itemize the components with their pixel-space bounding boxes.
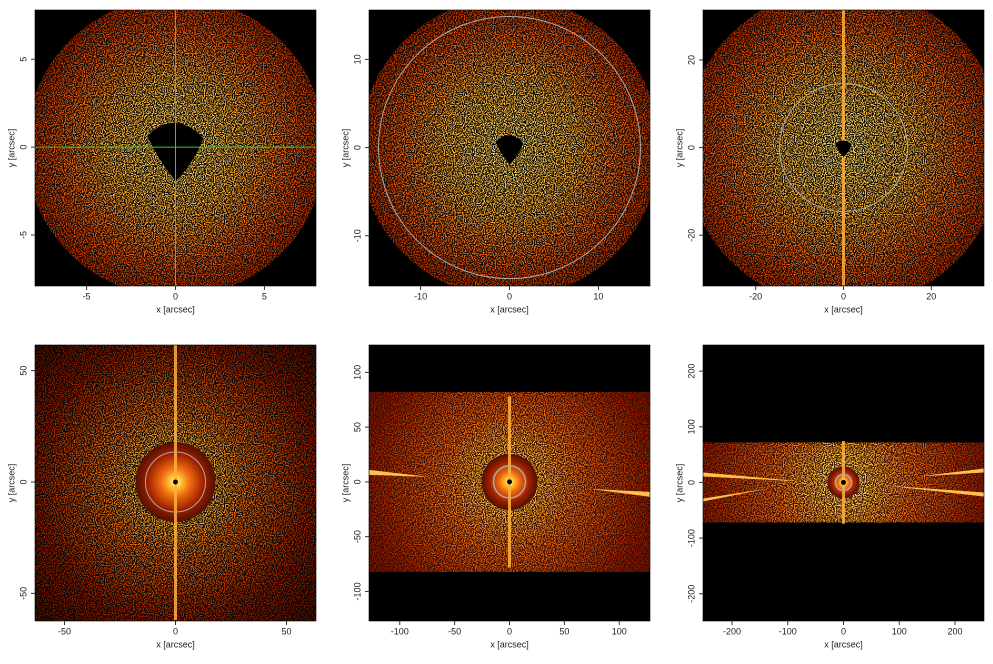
x-tick-label: 50 (559, 626, 569, 636)
x-tick-label: 100 (892, 626, 907, 636)
central-dot (173, 479, 178, 484)
y-tick-label: 100 (352, 365, 362, 380)
y-tick-label: -50 (352, 530, 362, 543)
y-tick-label: 0 (686, 480, 696, 485)
y-tick-label: 0 (18, 145, 28, 150)
mask-top (369, 345, 650, 392)
x-tick-label: -50 (448, 626, 461, 636)
y-tick-label: -200 (686, 585, 696, 603)
x-tick-label: 5 (262, 291, 267, 301)
y-tick-label: 20 (686, 55, 696, 65)
x-axis-label: x [arcsec] (490, 639, 529, 649)
y-tick-label: -20 (686, 229, 696, 242)
x-tick-label: 0 (841, 291, 846, 301)
image-panel: -20 0 20 -20 0 20 x [arcsec] y [arcsec] (674, 0, 993, 314)
y-axis-label: y [arcsec] (340, 464, 350, 503)
y-tick-label: 50 (18, 366, 28, 376)
y-tick-label: 0 (352, 479, 362, 484)
mask-top (703, 345, 984, 442)
x-tick-label: -200 (723, 626, 741, 636)
x-tick-label: -50 (58, 626, 71, 636)
y-axis-label: y [arcsec] (340, 129, 350, 168)
y-tick-label: -5 (18, 231, 28, 239)
y-tick-label: 0 (352, 145, 362, 150)
x-tick-label: 0 (841, 626, 846, 636)
x-tick-label: 200 (947, 626, 962, 636)
y-tick-label: 200 (686, 364, 696, 379)
y-tick-label: 100 (686, 419, 696, 434)
y-tick-label: -100 (686, 529, 696, 547)
central-dot (507, 479, 512, 484)
y-axis-label: y [arcsec] (674, 464, 684, 503)
x-tick-label: 0 (507, 291, 512, 301)
image (0, 282, 376, 659)
y-tick-label: 5 (18, 57, 28, 62)
x-tick-label: -100 (779, 626, 797, 636)
x-tick-label: -100 (391, 626, 409, 636)
x-tick-label: 10 (593, 291, 603, 301)
image-panel: -5 0 5 -5 0 5 x [arcsec] y [arcsec] (6, 0, 325, 314)
x-tick-label: 50 (281, 626, 291, 636)
x-axis-label: x [arcsec] (824, 304, 863, 314)
x-tick-label: -20 (749, 291, 762, 301)
x-axis-label: x [arcsec] (490, 304, 529, 314)
x-tick-label: -5 (83, 291, 91, 301)
y-axis-label: y [arcsec] (6, 464, 16, 503)
x-axis-label: x [arcsec] (824, 639, 863, 649)
y-tick-label: -50 (18, 587, 28, 600)
y-tick-label: 0 (686, 145, 696, 150)
y-tick-label: 50 (352, 422, 362, 432)
x-tick-label: 0 (173, 626, 178, 636)
y-axis-label: y [arcsec] (6, 129, 16, 168)
mask-bottom (369, 572, 650, 621)
x-tick-label: 0 (173, 291, 178, 301)
x-tick-label: 100 (612, 626, 627, 636)
y-tick-label: 10 (352, 54, 362, 64)
image-panel: -10 0 10 -10 0 10 x [arcsec] y [arcsec] (340, 0, 659, 314)
image (684, 0, 993, 308)
mask-bottom (703, 522, 984, 621)
y-tick-label: -100 (352, 582, 362, 600)
y-tick-label: -10 (352, 229, 362, 242)
y-axis-label: y [arcsec] (674, 129, 684, 168)
x-tick-label: 0 (507, 626, 512, 636)
x-tick-label: -10 (414, 291, 427, 301)
central-dot (841, 480, 846, 485)
x-tick-label: 20 (926, 291, 936, 301)
y-tick-label: 0 (18, 479, 28, 484)
image (26, 0, 326, 297)
x-axis-label: x [arcsec] (156, 639, 195, 649)
image (360, 0, 660, 298)
x-axis-label: x [arcsec] (156, 304, 195, 314)
image (310, 282, 710, 659)
